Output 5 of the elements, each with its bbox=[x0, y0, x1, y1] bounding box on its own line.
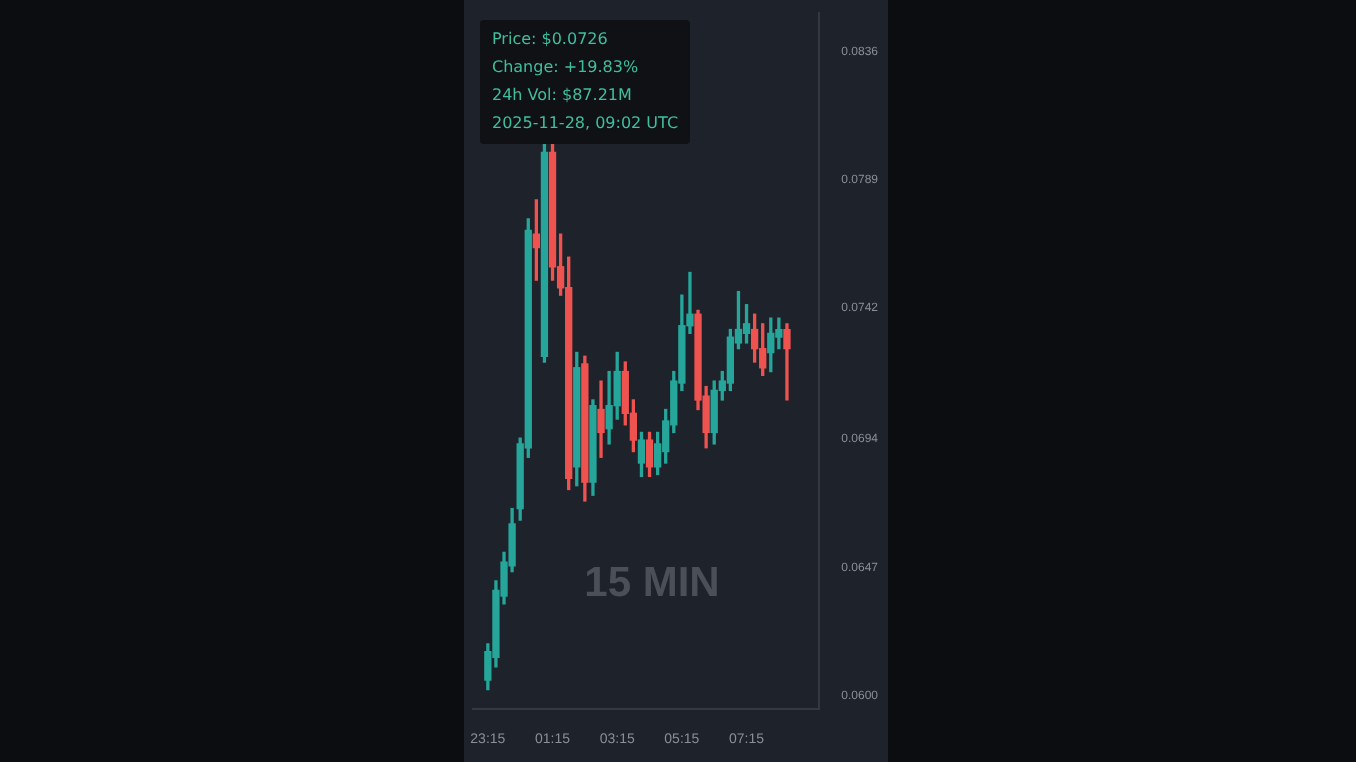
annotation: Price: $0.0726 bbox=[492, 28, 610, 52]
annotation: 24h Vol: $87.21M bbox=[492, 84, 634, 108]
annotation: 2025-11-28, 09:02 UTC bbox=[492, 112, 679, 136]
annotation: Change: +19.83% bbox=[492, 56, 641, 80]
candlestick bbox=[783, 323, 791, 401]
